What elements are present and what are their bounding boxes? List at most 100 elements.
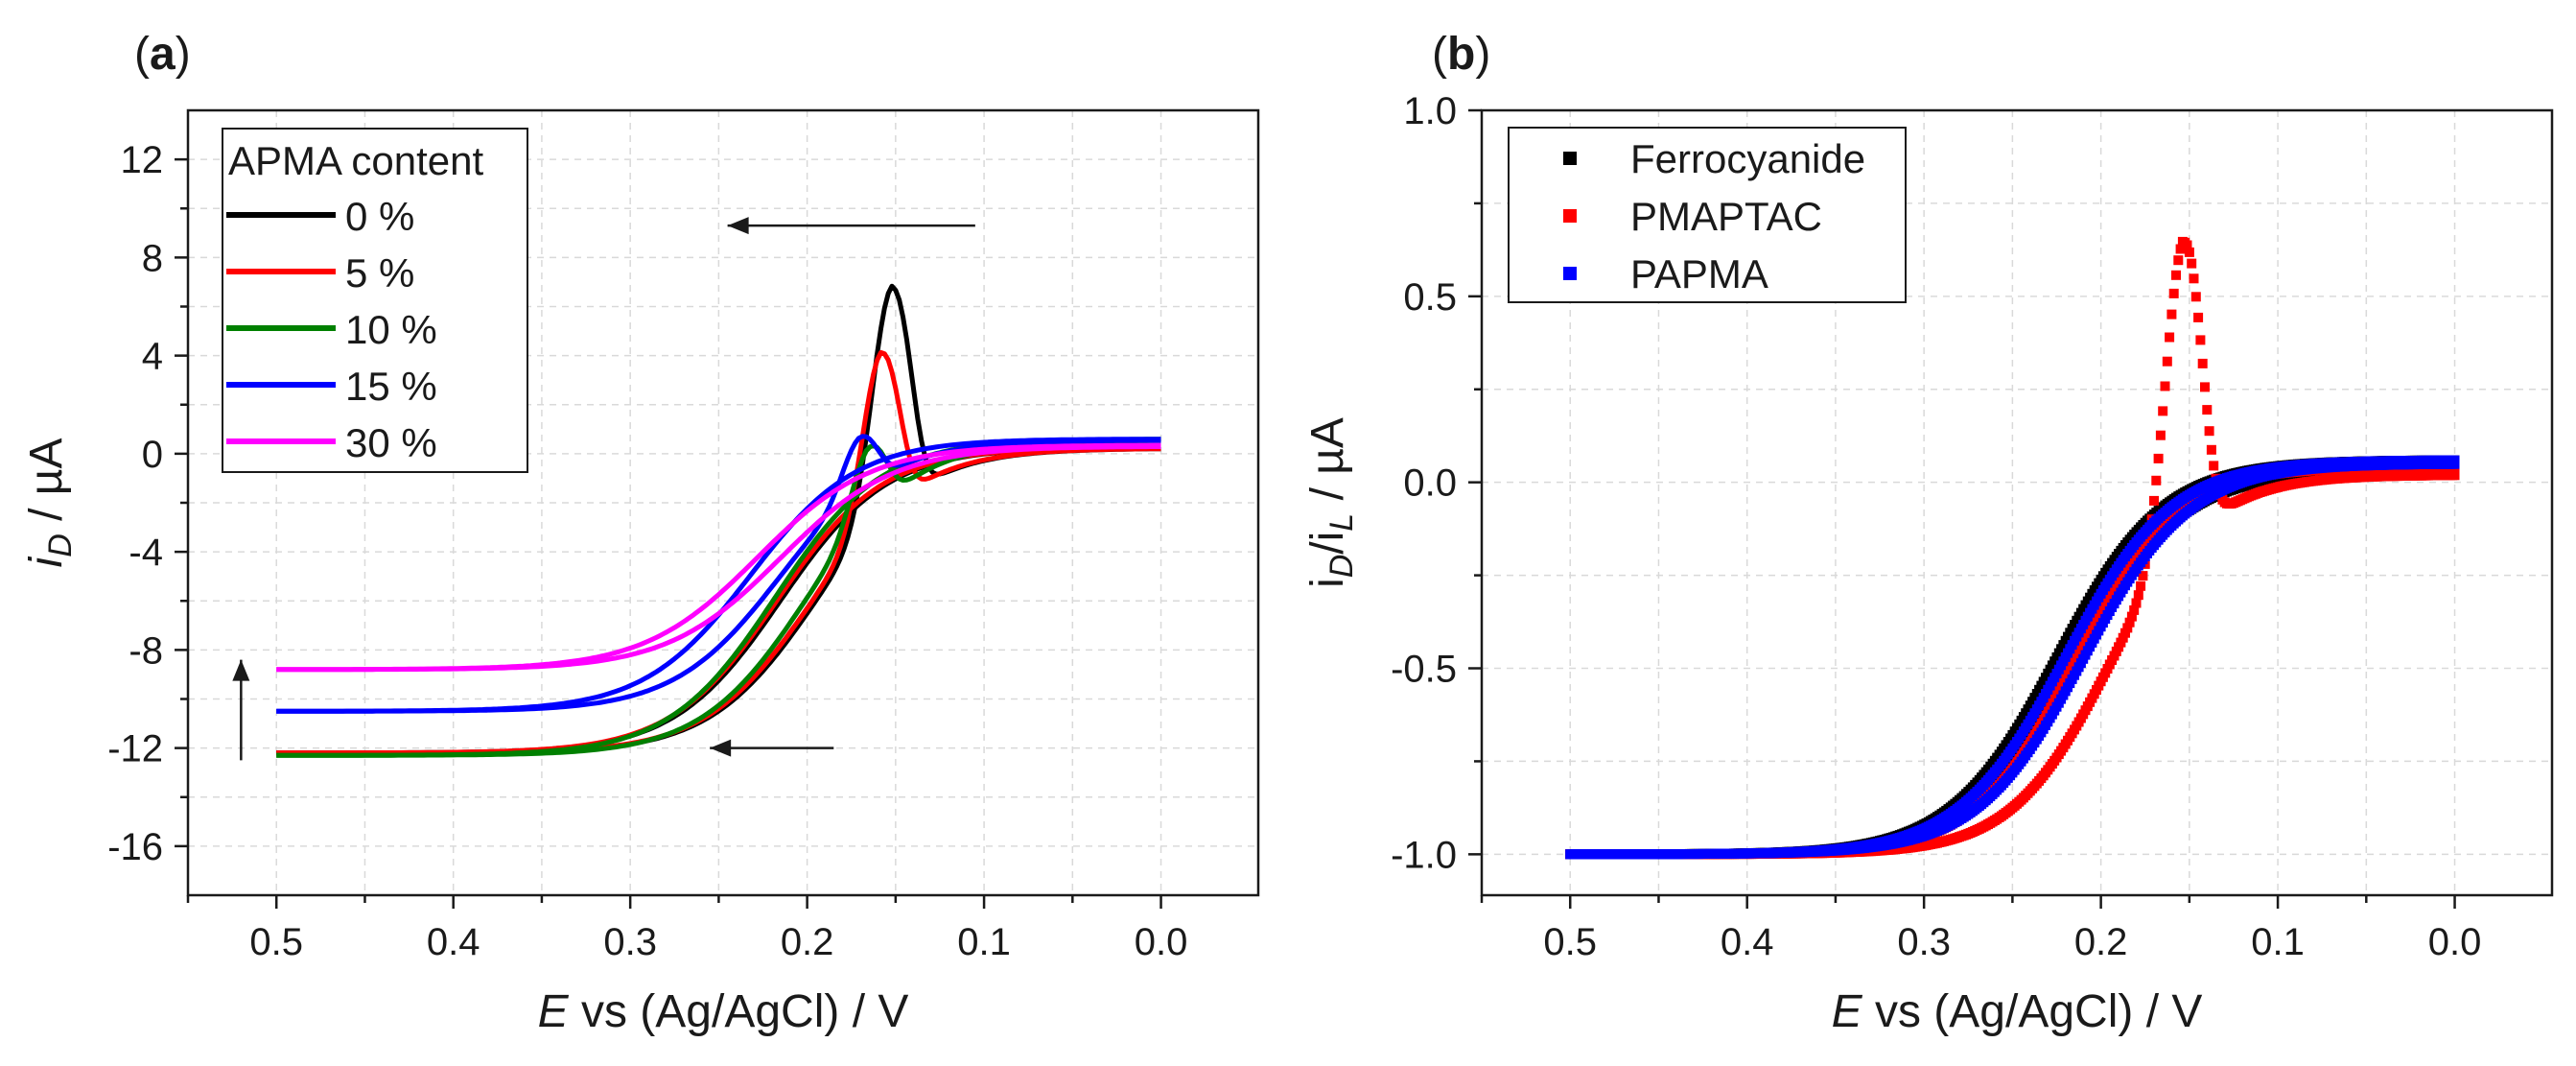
- panel-b-point: [2153, 453, 2164, 463]
- panel-a-x-tick-label: 0.2: [781, 921, 834, 963]
- panel-a-x-axis-title-rest: vs (Ag/AgCl) / V: [569, 986, 909, 1037]
- legend-label: 5 %: [345, 250, 414, 296]
- panel-a-x-axis-title-italic: E: [538, 986, 570, 1037]
- panel-b-point: [2124, 617, 2135, 628]
- legend-label: 15 %: [345, 364, 437, 409]
- panel-b-point: [2120, 628, 2130, 638]
- panel-a-y-tick-label: 4: [142, 336, 163, 378]
- panel-a-y-tick-label: 0: [142, 434, 163, 476]
- panel-a-y-axis-title-rest: / µA: [21, 438, 72, 534]
- panel-b-x-tick-label: 0.4: [1721, 921, 1774, 963]
- panel-b-y-axis-title-main: i: [1302, 578, 1353, 588]
- panel-a-series-30-reverse: [276, 442, 1161, 673]
- panel-b-x-axis-title-italic: E: [1832, 986, 1863, 1037]
- panel-a-x-tick-label: 0.0: [1135, 921, 1188, 963]
- panel-a-letter: a: [150, 29, 176, 80]
- panel-a-x-tick-label: 0.3: [603, 921, 657, 963]
- panel-b-x-axis-title-rest: vs (Ag/AgCl) / V: [1862, 986, 2203, 1037]
- panel-b-point: [2138, 571, 2148, 581]
- panel-b-ticks: 0.5 0.4 0.3 0.2 0.1 0.0 1.0 0.5 0.0 -0.5 -1.0: [1391, 90, 2481, 963]
- panel-b-point: [2193, 312, 2204, 322]
- panel-b-y-axis-title-sub2: L: [1323, 513, 1360, 532]
- panel-b-point: [2449, 455, 2460, 465]
- panel-b-point: [2160, 381, 2170, 391]
- panel-b-point: [2171, 270, 2181, 280]
- panel-b-y-tick-label: -1.0: [1391, 834, 1457, 876]
- panel-b-y-axis-title-sub: D: [1323, 555, 1360, 579]
- panel-b-point: [2184, 247, 2194, 257]
- panel-b-y-tick-label: -0.5: [1391, 649, 1457, 691]
- panel-a-y-tick-label: -12: [107, 728, 163, 770]
- panel-b-label: (b): [1432, 29, 1490, 80]
- panel-b-frame: [1480, 108, 2554, 897]
- panel-b-x-tick-label: 0.2: [2074, 921, 2128, 963]
- panel-b-y-tick-label: 1.0: [1403, 90, 1457, 132]
- legend-label: PAPMA: [1630, 251, 1768, 296]
- panel-b-point: [2133, 590, 2143, 601]
- panel-a-legend-box: [222, 128, 528, 473]
- panel-a-arrows: [232, 217, 975, 761]
- panel-b-x-tick-label: 0.0: [2428, 921, 2482, 963]
- panel-b-y-tick-label: 0.5: [1403, 276, 1457, 319]
- panel-b-point: [2206, 444, 2216, 455]
- panel-b-x-tick-label: 0.5: [1543, 921, 1597, 963]
- panel-b-point: [2197, 358, 2208, 368]
- panel-b-x-axis-title: E vs (Ag/AgCl) / V: [1832, 986, 2203, 1037]
- panel-a-x-tick-label: 0.1: [957, 921, 1011, 963]
- legend-label: 10 %: [345, 307, 437, 352]
- legend-label: 30 %: [345, 420, 437, 465]
- panel-a-x-tick-label: 0.4: [427, 921, 480, 963]
- legend-label: PMAPTAC: [1630, 194, 1822, 239]
- panel-b-point: [2151, 475, 2162, 486]
- panel-b-y-axis-title-mid: /i: [1302, 532, 1353, 555]
- panel-b-y-axis-title: iD/iL / µA: [1302, 417, 1360, 588]
- panel-b-point: [2131, 598, 2142, 608]
- panel-b-legend: Ferrocyanide PMAPTAC PAPMA: [1508, 127, 1907, 303]
- panel-b-point: [2122, 623, 2133, 633]
- panel-b-point: [2136, 580, 2146, 591]
- panel-b-point: [2155, 430, 2166, 440]
- panel-b-point: [2129, 604, 2140, 615]
- panel-b-point: [2173, 255, 2184, 266]
- panel-b-point: [2209, 461, 2219, 471]
- panel-b-letter: b: [1447, 29, 1475, 80]
- panel-b-point: [2189, 273, 2199, 284]
- panel-b-y-tick-label: 0.0: [1403, 462, 1457, 505]
- panel-a-y-axis-title-sub: D: [42, 533, 79, 557]
- panel-a-y-tick-label: 12: [121, 139, 164, 181]
- panel-b-point: [2165, 332, 2175, 343]
- panel-a-curves: [276, 283, 1161, 758]
- panel-a-y-axis-title: iD / µA: [21, 438, 79, 568]
- panel-b-point: [2190, 292, 2201, 302]
- arrow-head: [727, 217, 749, 235]
- panel-a-x-tick-label: 0.5: [249, 921, 303, 963]
- panel-a: (a) 0.5 0.4 0.3 0.2 0.1 0.0 12 8 4 0 -4 -8 -12 -16 AP…: [21, 29, 1260, 1037]
- panel-b-point: [2204, 426, 2214, 437]
- panel-b-point: [2449, 470, 2460, 481]
- panel-b-series-papma-reverse: [1565, 455, 2460, 860]
- panel-a-y-tick-label: -16: [107, 826, 163, 868]
- panel-b-x-tick-label: 0.3: [1897, 921, 1951, 963]
- panel-a-y-axis-title-main: i: [21, 556, 72, 567]
- legend-marker: [1563, 267, 1577, 280]
- panel-a-ticks: 0.5 0.4 0.3 0.2 0.1 0.0 12 8 4 0 -4 -8 -12 -16: [107, 139, 1187, 963]
- panel-b-point: [2182, 240, 2192, 250]
- panel-a-y-tick-label: 8: [142, 237, 163, 279]
- arrow-head: [710, 739, 732, 757]
- panel-a-label: (a): [134, 29, 191, 80]
- panel-b-point: [2162, 356, 2172, 367]
- panel-b-curves: [1565, 236, 2460, 860]
- panel-b-x-tick-label: 0.1: [2251, 921, 2305, 963]
- panel-b-point: [2175, 244, 2186, 254]
- legend-marker: [1563, 209, 1577, 223]
- panel-b-point: [2168, 288, 2179, 298]
- legend-marker: [1563, 152, 1577, 165]
- panel-b-point: [2158, 406, 2168, 416]
- panel-b-point: [2195, 335, 2206, 345]
- panel-a-y-tick-label: -4: [129, 532, 163, 574]
- panel-a-y-tick-label: -8: [129, 629, 163, 672]
- panel-b-point: [2200, 382, 2210, 392]
- panel-b-y-axis-title-rest: / µA: [1302, 417, 1353, 513]
- panel-b-point: [2149, 495, 2159, 506]
- panel-b-point: [2166, 309, 2177, 320]
